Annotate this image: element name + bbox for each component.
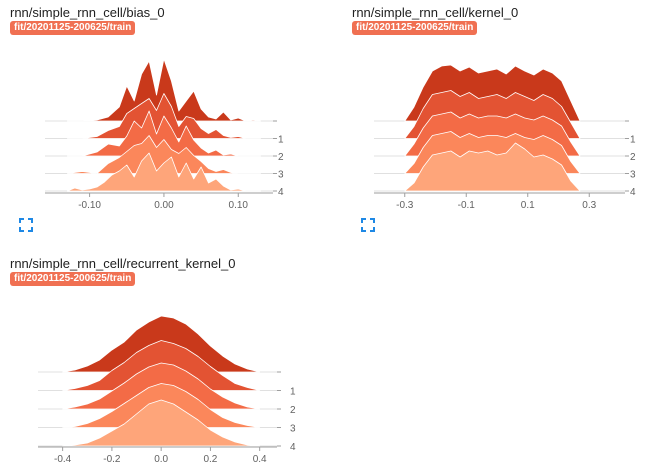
chart-title: rnn/simple_rnn_cell/kernel_0 (352, 5, 519, 20)
x-tick-label: -0.3 (396, 200, 414, 211)
histogram-step-4[interactable] (404, 142, 581, 192)
run-badge[interactable]: fit/20201125-200625/train (10, 272, 136, 286)
ridgeline-plot: 1 2 3 4 -0.3 -0.1 0.1 0.3 (374, 64, 636, 211)
histogram-step-0[interactable] (66, 58, 261, 122)
run-badge[interactable]: fit/20201125-200625/train (352, 21, 478, 35)
x-tick-label: 0.4 (253, 454, 267, 462)
step-label: 4 (290, 442, 296, 453)
step-label: 1 (290, 387, 296, 398)
ridgeline-plot: 1 2 3 4 -0.4 -0.2 0.0 0.2 0.4 (38, 315, 296, 462)
ridgeline-plot: 1 2 3 4 -0.10 0.00 0.10 (45, 58, 284, 211)
histogram-step-3[interactable] (66, 135, 261, 174)
histogram-step-2[interactable] (66, 110, 261, 157)
x-tick-label: -0.1 (458, 200, 476, 211)
step-label: 2 (630, 152, 636, 163)
x-tick-label: -0.2 (103, 454, 121, 462)
histogram-step-4[interactable] (62, 399, 261, 447)
x-tick-label: 0.2 (203, 454, 217, 462)
fullscreen-icon[interactable] (361, 218, 375, 232)
x-tick-label: 0.10 (229, 200, 249, 211)
x-tick-label: 0.00 (154, 200, 174, 211)
chart-title: rnn/simple_rnn_cell/recurrent_kernel_0 (10, 256, 236, 271)
step-label: 3 (278, 170, 284, 181)
step-label: 2 (278, 152, 284, 163)
step-label: 4 (278, 187, 284, 198)
step-label: 3 (290, 424, 296, 435)
step-label: 1 (630, 135, 636, 146)
histogram-step-4[interactable] (66, 152, 261, 192)
step-label: 2 (290, 405, 296, 416)
x-tick-label: 0.1 (521, 200, 535, 211)
histogram-card-recurrent-kernel: rnn/simple_rnn_cell/recurrent_kernel_0 f… (10, 256, 310, 462)
step-label: 1 (278, 135, 284, 146)
histogram-card-bias: rnn/simple_rnn_cell/bias_0 fit/20201125-… (10, 5, 300, 235)
x-tick-label: -0.4 (54, 454, 72, 462)
run-badge[interactable]: fit/20201125-200625/train (10, 21, 136, 35)
fullscreen-icon[interactable] (19, 218, 33, 232)
step-label: 3 (630, 170, 636, 181)
histogram-card-kernel: rnn/simple_rnn_cell/kernel_0 fit/2020112… (352, 5, 642, 235)
chart-title: rnn/simple_rnn_cell/bias_0 (10, 5, 165, 20)
step-label: 4 (630, 187, 636, 198)
x-tick-label: -0.10 (78, 200, 101, 211)
x-tick-label: 0.3 (582, 200, 596, 211)
x-tick-label: 0.0 (154, 454, 168, 462)
